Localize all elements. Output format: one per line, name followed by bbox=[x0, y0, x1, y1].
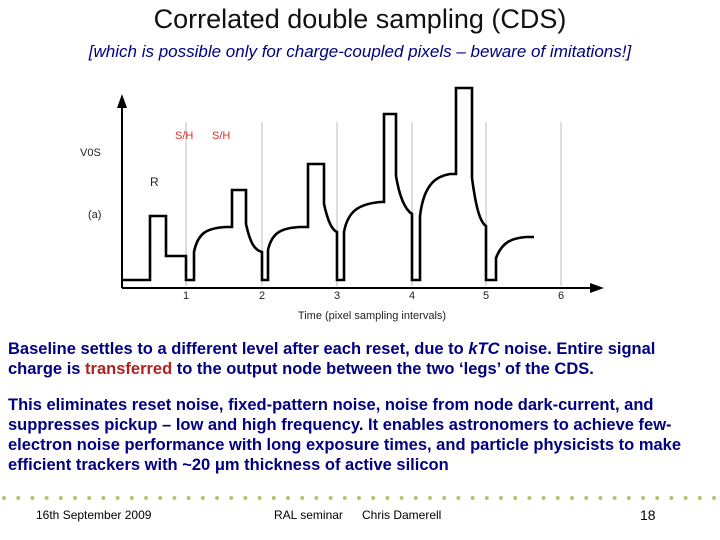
x-tick-label: 1 bbox=[183, 290, 189, 302]
p1-text-b: noise. Entire signal charge is bbox=[8, 340, 656, 378]
paragraph-eliminates: This eliminates reset noise, fixed-patte… bbox=[8, 395, 714, 475]
p1-text-a: Baseline settles to a different level af… bbox=[8, 340, 469, 358]
footer-date: 16th September 2009 bbox=[36, 508, 152, 522]
sh-label-second: S/H bbox=[212, 130, 230, 142]
x-tick-label: 5 bbox=[483, 290, 489, 302]
cds-waveform-svg: V0S R (a) S/H S/H 1 2 3 4 5 6 Time (pixe… bbox=[80, 86, 604, 322]
dotted-divider bbox=[2, 496, 718, 500]
cds-waveform-figure: V0S R (a) S/H S/H 1 2 3 4 5 6 Time (pixe… bbox=[78, 82, 606, 330]
p1-text-c: to the output node between the two ‘legs… bbox=[172, 360, 594, 378]
y-axis-arrow bbox=[117, 94, 127, 108]
mu-symbol: μ bbox=[214, 456, 225, 474]
footer-author: Chris Damerell bbox=[362, 508, 442, 522]
reset-label: R bbox=[150, 175, 159, 189]
y-axis-label: V0S bbox=[80, 147, 101, 159]
sh-label-first: S/H bbox=[175, 130, 193, 142]
cds-signal-trace bbox=[122, 86, 534, 282]
page-number: 18 bbox=[640, 507, 656, 523]
x-tick-label: 3 bbox=[334, 290, 340, 302]
transferred-highlight: transferred bbox=[85, 360, 173, 378]
slide-subtitle: [which is possible only for charge-coupl… bbox=[88, 42, 632, 61]
x-tick-label: 4 bbox=[409, 290, 415, 302]
slide-title: Correlated double sampling (CDS) bbox=[153, 4, 567, 34]
x-tick-label: 2 bbox=[259, 290, 265, 302]
p2-text-a: This eliminates reset noise, fixed-patte… bbox=[8, 396, 682, 474]
ktc-term: kTC bbox=[468, 340, 500, 358]
p2-text-b: m thickness of active silicon bbox=[224, 456, 449, 474]
x-axis-arrow bbox=[590, 283, 604, 293]
panel-label: (a) bbox=[88, 209, 101, 221]
x-tick-label: 6 bbox=[558, 290, 564, 302]
paragraph-baseline: Baseline settles to a different level af… bbox=[8, 339, 714, 379]
footer-event: RAL seminar bbox=[274, 508, 343, 522]
x-axis-label: Time (pixel sampling intervals) bbox=[298, 310, 446, 322]
